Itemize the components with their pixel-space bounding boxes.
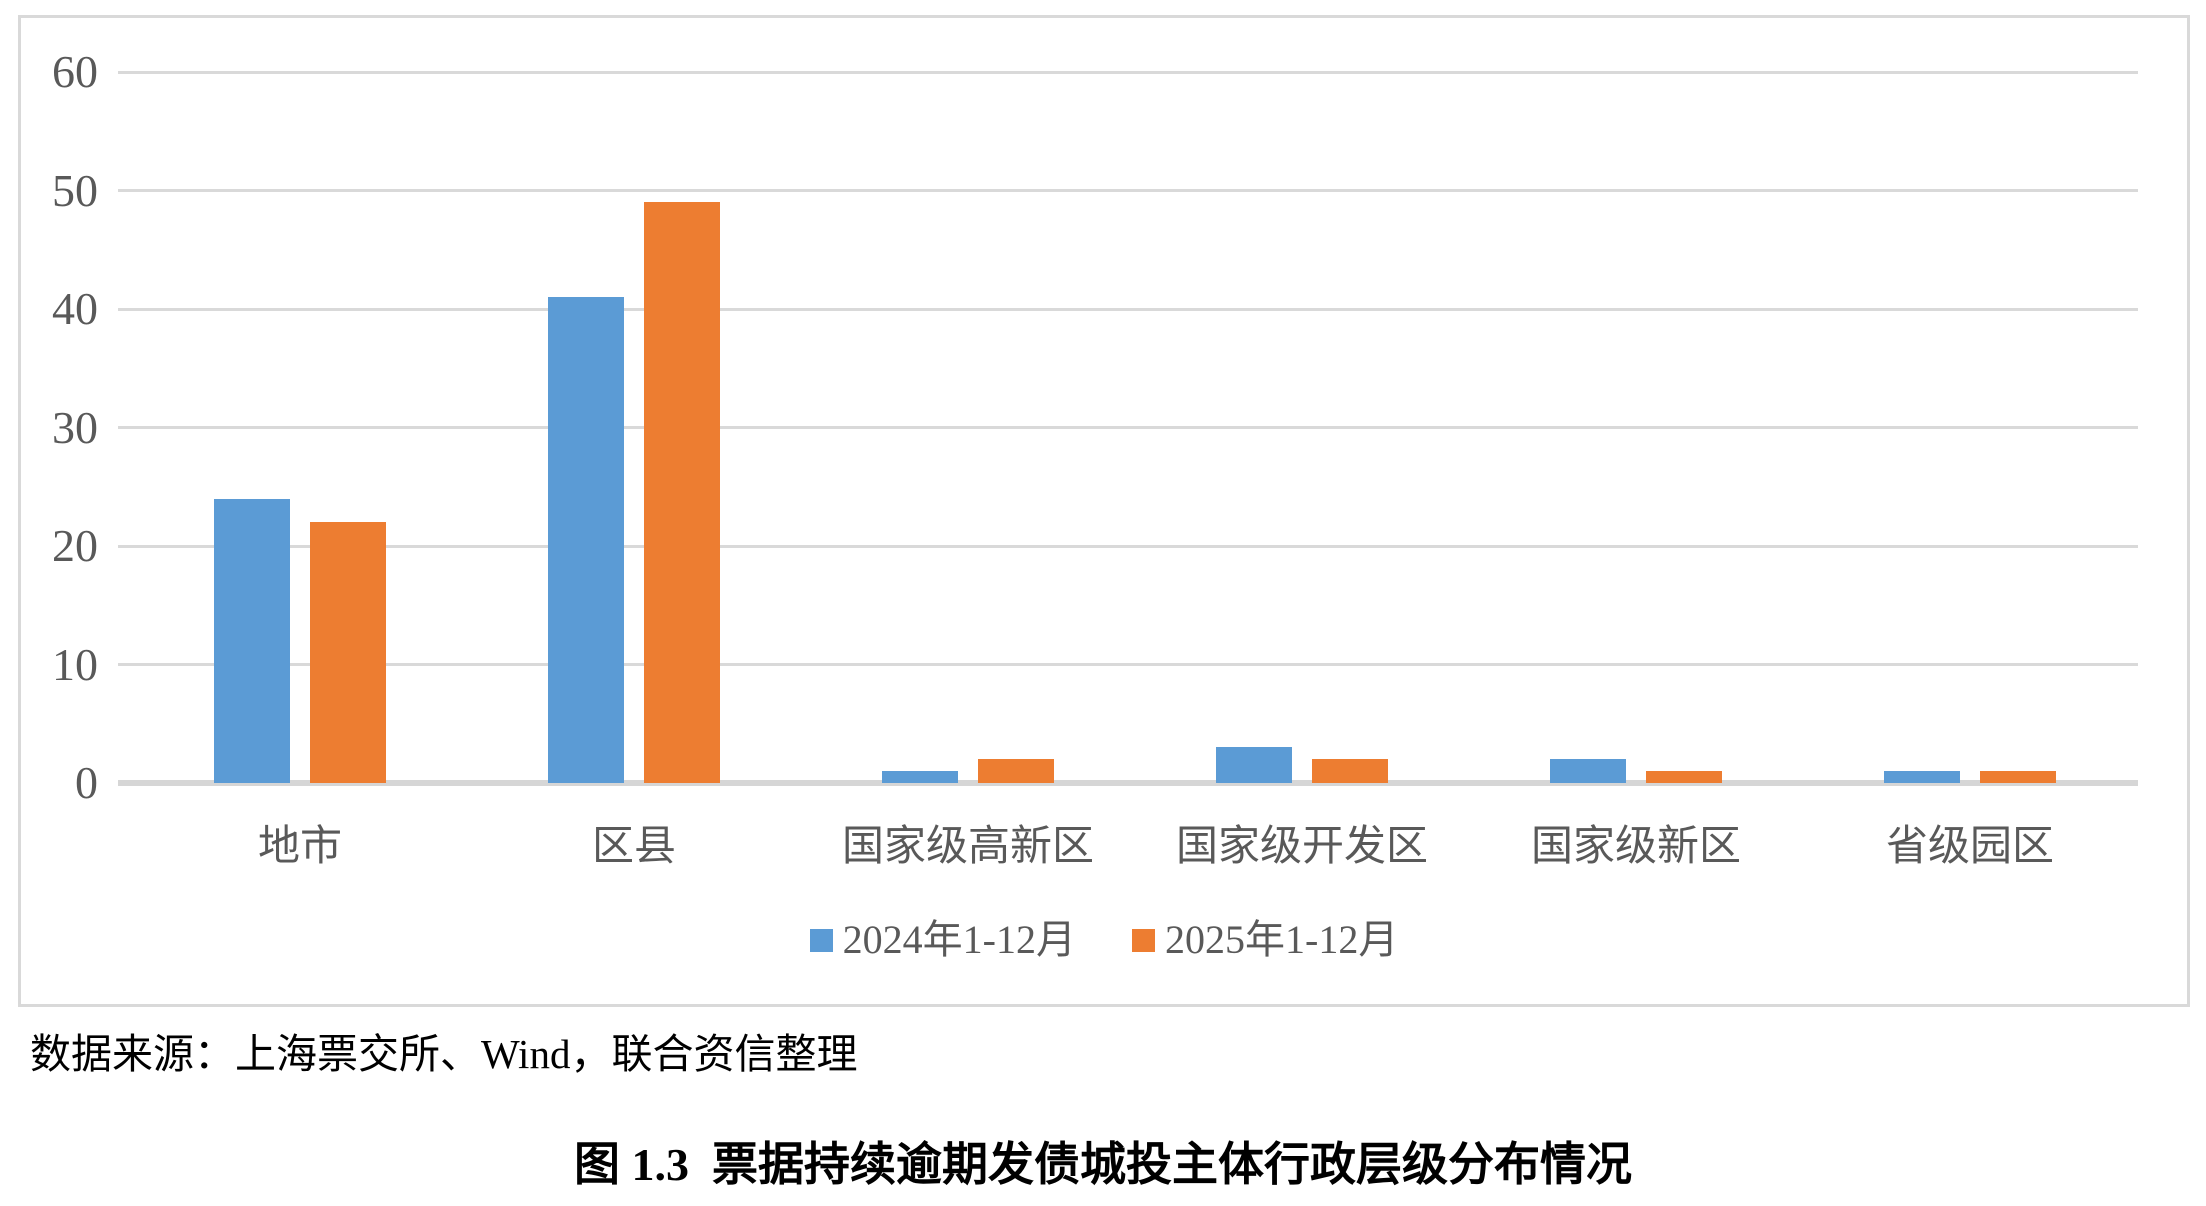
legend-item-2025年1-12月: 2025年1-12月 (1132, 916, 1398, 964)
bar-地市-2025年1-12月 (310, 522, 386, 783)
legend-swatch-icon (809, 928, 833, 952)
figure-caption: 图 1.3 票据持续逾期发债城投主体行政层级分布情况 (574, 1139, 1632, 1190)
legend-label: 2024年1-12月 (842, 917, 1076, 962)
x-category-label-国家级高新区: 国家级高新区 (841, 824, 1094, 870)
gridline-40 (118, 307, 2138, 311)
y-tick-label-60: 60 (52, 46, 98, 97)
legend-item-2024年1-12月: 2024年1-12月 (809, 916, 1076, 964)
bar-国家级高新区-2025年1-12月 (978, 759, 1054, 783)
gridline-20 (118, 544, 2138, 548)
gridline-60 (118, 70, 2138, 74)
y-tick-label-20: 20 (52, 520, 98, 571)
bar-国家级新区-2024年1-12月 (1550, 759, 1626, 783)
y-tick-label-50: 50 (52, 164, 98, 216)
y-tick-label-40: 40 (52, 283, 98, 334)
gridline-10 (118, 663, 2138, 666)
chart-legend: 2024年1-12月 2025年1-12月 (21, 916, 2187, 964)
source-note: 数据来源：上海票交所、Wind，联合资信整理 (30, 1031, 858, 1077)
gridline-30 (118, 426, 2138, 429)
x-category-label-国家级新区: 国家级新区 (1530, 824, 1741, 870)
bar-国家级开发区-2025年1-12月 (1312, 759, 1388, 783)
gridline-50 (118, 189, 2138, 192)
bar-省级园区-2025年1-12月 (1980, 771, 2056, 783)
legend-label: 2025年1-12月 (1165, 917, 1399, 962)
bar-省级园区-2024年1-12月 (1884, 771, 1960, 783)
x-category-label-国家级开发区: 国家级开发区 (1175, 824, 1428, 870)
chart-frame (18, 15, 2190, 1007)
x-category-label-省级园区: 省级园区 (1885, 824, 2054, 870)
legend-swatch-icon (1132, 928, 1155, 952)
x-category-label-地市: 地市 (257, 824, 342, 870)
x-axis-line (118, 780, 2138, 786)
bar-区县-2024年1-12月 (548, 297, 624, 783)
bar-国家级开发区-2024年1-12月 (1216, 747, 1292, 783)
x-category-label-区县: 区县 (591, 824, 676, 870)
y-tick-label-10: 10 (52, 638, 98, 690)
bar-区县-2025年1-12月 (644, 202, 720, 783)
y-tick-label-0: 0 (75, 757, 98, 808)
bar-地市-2024年1-12月 (214, 498, 290, 783)
y-tick-label-30: 30 (52, 401, 98, 453)
bar-国家级高新区-2024年1-12月 (882, 771, 958, 783)
bar-国家级新区-2025年1-12月 (1646, 771, 1722, 783)
